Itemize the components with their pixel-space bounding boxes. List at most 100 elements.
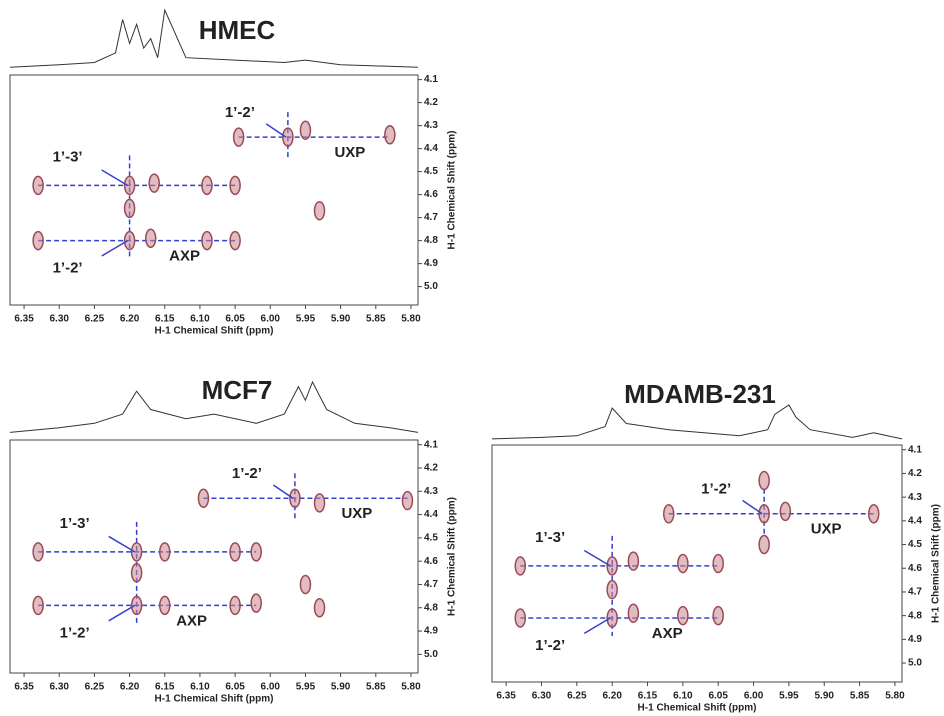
peak-annotation: 1’-2’	[232, 465, 262, 482]
y-tick-label: 5.0	[424, 281, 438, 292]
x-tick-label: 6.00	[261, 682, 281, 693]
annotation-arrow	[265, 123, 287, 138]
y-tick-label: 4.3	[424, 120, 438, 131]
x-tick-label: 6.20	[120, 682, 140, 693]
cross-peak	[313, 200, 326, 221]
cross-peak	[627, 551, 640, 571]
x-tick-label: 5.80	[401, 314, 421, 325]
cross-peak	[299, 120, 312, 140]
x-tick-label: 5.80	[885, 691, 905, 702]
cross-peak	[282, 127, 294, 147]
y-tick-label: 4.6	[424, 189, 438, 200]
x-tick-label: 6.10	[673, 691, 693, 702]
x-tick-label: 5.80	[401, 682, 421, 693]
peak-annotation: AXP	[176, 612, 207, 629]
cross-peak	[758, 503, 770, 524]
cross-peak	[677, 553, 689, 574]
x-tick-label: 6.05	[225, 314, 245, 325]
y-tick-label: 4.1	[424, 74, 438, 85]
cross-peak	[197, 488, 210, 508]
y-tick-label: 4.5	[424, 166, 438, 177]
cross-peak	[758, 470, 770, 491]
cross-peak	[32, 175, 44, 196]
x-tick-label: 5.90	[815, 691, 835, 702]
x-tick-label: 6.30	[50, 682, 70, 693]
x-tick-label: 5.85	[850, 691, 870, 702]
x-tick-label: 6.15	[638, 691, 658, 702]
cross-peak	[867, 503, 880, 524]
annotation-arrow	[583, 549, 611, 567]
y-tick-label: 4.2	[424, 463, 438, 474]
y-tick-label: 4.7	[424, 579, 438, 590]
peak-annotation: 1’-3’	[53, 148, 83, 165]
cross-peak	[514, 556, 527, 576]
cross-peak	[32, 595, 44, 616]
y-tick-label: 4.1	[424, 439, 438, 450]
x-tick-label: 5.95	[296, 682, 316, 693]
cross-peak	[606, 579, 618, 600]
x-tick-label: 6.25	[85, 314, 105, 325]
x-tick-label: 6.10	[190, 682, 210, 693]
cross-peak	[32, 230, 44, 251]
plot-frame	[491, 444, 903, 683]
x-tick-label: 5.95	[296, 314, 316, 325]
y-tick-label: 4.4	[424, 143, 438, 154]
cross-peak	[677, 605, 689, 626]
x-tick-label: 5.85	[366, 314, 386, 325]
y-tick-label: 4.1	[908, 444, 922, 455]
cross-peak	[130, 595, 143, 616]
panel-title: MDAMB-231	[624, 379, 776, 409]
peak-annotation: 1’-2’	[701, 481, 731, 498]
cross-peak	[130, 542, 143, 562]
y-tick-label: 5.0	[424, 649, 438, 660]
x-tick-label: 6.30	[532, 691, 552, 702]
x-tick-label: 6.25	[567, 691, 587, 702]
cross-peak	[229, 230, 241, 251]
peak-annotation: 1’-2’	[53, 260, 83, 277]
x-tick-label: 6.25	[85, 682, 105, 693]
y-tick-label: 4.3	[424, 486, 438, 497]
x-tick-label: 6.15	[155, 314, 175, 325]
x-tick-label: 6.20	[120, 314, 140, 325]
cross-peak	[229, 175, 241, 196]
cross-peak	[201, 175, 213, 196]
spectrum-trace	[9, 380, 419, 433]
x-tick-label: 6.05	[225, 682, 245, 693]
cross-peak	[289, 488, 301, 508]
peak-annotation: 1’-2’	[225, 104, 255, 121]
peak-annotation: 1’-2’	[535, 637, 565, 654]
y-tick-label: 4.8	[424, 235, 438, 246]
x-tick-label: 6.35	[14, 314, 34, 325]
cross-peak	[712, 553, 724, 574]
plot-frame	[9, 74, 419, 306]
cross-peak	[123, 198, 136, 219]
y-tick-label: 4.8	[908, 610, 922, 621]
cross-peak	[384, 125, 396, 145]
x-tick-label: 5.90	[331, 314, 351, 325]
x-tick-label: 6.35	[14, 682, 34, 693]
y-axis-label: H-1 Chemical Shift (ppm)	[931, 504, 942, 623]
plot-frame	[9, 439, 419, 674]
y-tick-label: 4.5	[908, 539, 922, 550]
x-tick-label: 5.90	[331, 682, 351, 693]
cross-peak	[130, 563, 143, 583]
cross-peak	[662, 503, 675, 524]
x-axis-label: H-1 Chemical Shift (ppm)	[155, 326, 274, 337]
y-axis-label: H-1 Chemical Shift (ppm)	[447, 497, 458, 616]
cross-peak	[712, 605, 724, 626]
cross-peak	[313, 598, 326, 618]
peak-annotation: UXP	[334, 144, 365, 161]
cross-peak	[148, 173, 160, 193]
x-tick-label: 5.85	[366, 682, 386, 693]
annotation-arrow	[272, 484, 294, 499]
y-tick-label: 4.2	[424, 97, 438, 108]
annotation-arrow	[742, 499, 763, 515]
peak-annotation: 1’-3’	[535, 529, 565, 546]
cross-peak	[514, 608, 527, 628]
cross-peak	[627, 603, 640, 624]
cross-peak	[123, 230, 136, 251]
y-tick-label: 4.7	[908, 587, 922, 598]
x-tick-label: 6.30	[50, 314, 70, 325]
cross-peak	[144, 228, 157, 249]
cross-peak	[401, 490, 414, 511]
